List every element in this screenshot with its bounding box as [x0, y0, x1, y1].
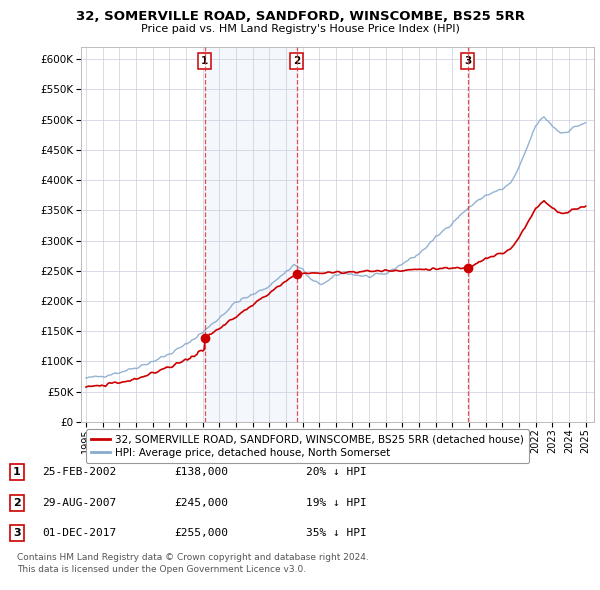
- Text: 25-FEB-2002: 25-FEB-2002: [42, 467, 116, 477]
- Text: £255,000: £255,000: [174, 529, 228, 538]
- Text: This data is licensed under the Open Government Licence v3.0.: This data is licensed under the Open Gov…: [17, 565, 306, 574]
- Text: £245,000: £245,000: [174, 498, 228, 507]
- Text: 19% ↓ HPI: 19% ↓ HPI: [306, 498, 367, 507]
- Text: 3: 3: [464, 56, 472, 66]
- Text: 20% ↓ HPI: 20% ↓ HPI: [306, 467, 367, 477]
- Text: 1: 1: [13, 467, 20, 477]
- Text: 2: 2: [13, 498, 20, 507]
- Text: 35% ↓ HPI: 35% ↓ HPI: [306, 529, 367, 538]
- Bar: [205, 47, 297, 422]
- Legend: 32, SOMERVILLE ROAD, SANDFORD, WINSCOMBE, BS25 5RR (detached house), HPI: Averag: 32, SOMERVILLE ROAD, SANDFORD, WINSCOMBE…: [86, 430, 529, 463]
- Text: Contains HM Land Registry data © Crown copyright and database right 2024.: Contains HM Land Registry data © Crown c…: [17, 553, 368, 562]
- Text: 29-AUG-2007: 29-AUG-2007: [42, 498, 116, 507]
- Text: 1: 1: [201, 56, 209, 66]
- Text: 32, SOMERVILLE ROAD, SANDFORD, WINSCOMBE, BS25 5RR: 32, SOMERVILLE ROAD, SANDFORD, WINSCOMBE…: [76, 10, 524, 23]
- Text: 01-DEC-2017: 01-DEC-2017: [42, 529, 116, 538]
- Text: 2: 2: [293, 56, 301, 66]
- Text: £138,000: £138,000: [174, 467, 228, 477]
- Text: 3: 3: [13, 529, 20, 538]
- Text: Price paid vs. HM Land Registry's House Price Index (HPI): Price paid vs. HM Land Registry's House …: [140, 24, 460, 34]
